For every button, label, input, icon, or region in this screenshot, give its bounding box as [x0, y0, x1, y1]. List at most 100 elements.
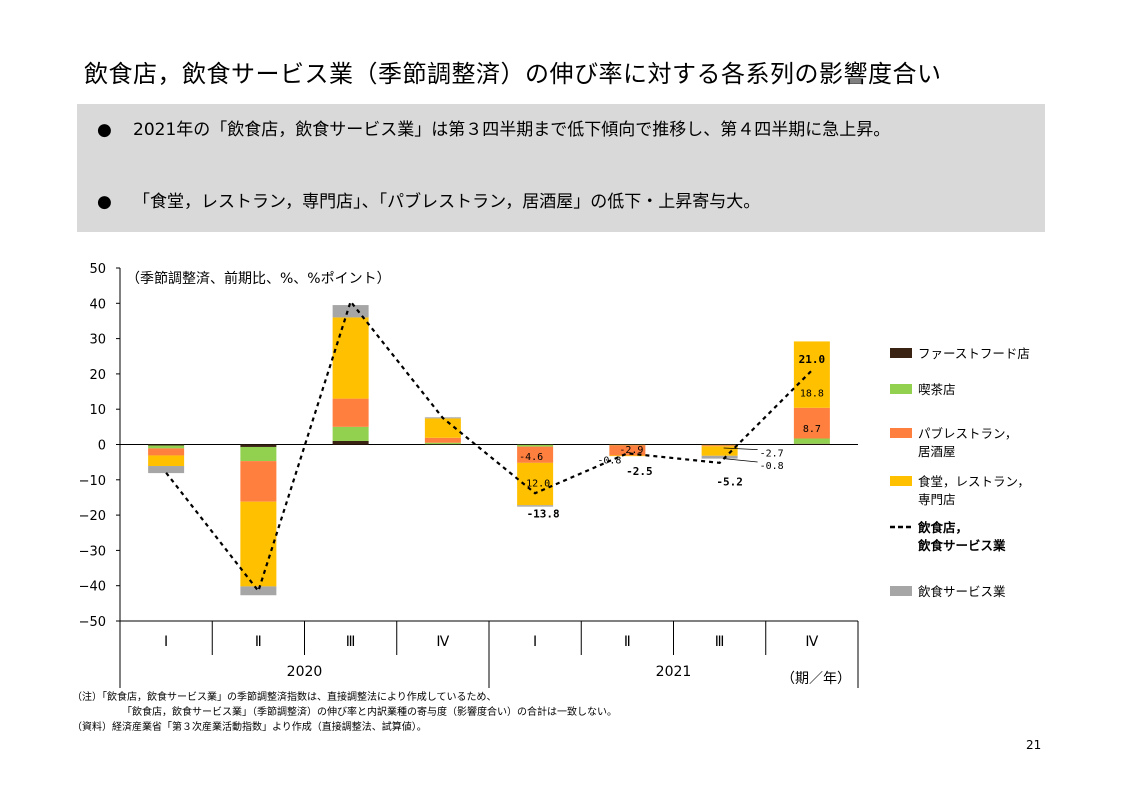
- bar-segment: [609, 445, 646, 456]
- data-label: -0.8: [597, 455, 621, 466]
- x-tick-label: Ⅲ: [715, 634, 725, 650]
- data-label: -13.8: [527, 507, 560, 520]
- bar-segment: [424, 444, 461, 445]
- y-tick-label: −50: [79, 615, 106, 630]
- y-tick-label: 10: [89, 403, 106, 418]
- page-title: 飲食店，飲食サービス業（季節調整済）の伸び率に対する各系列の影響度合い: [84, 60, 942, 88]
- legend-swatch: [890, 428, 912, 438]
- x-tick-label: Ⅰ: [164, 634, 168, 650]
- legend-label: ファーストフード店: [918, 346, 1030, 361]
- legend-label: 食堂，レストラン， 専門店: [918, 474, 1030, 507]
- x-unit-label: （期／年）: [781, 671, 851, 687]
- summary-bullet: ● 「食堂，レストラン，専門店」、「パブレストラン，居酒屋」の低下・上昇寄与大。: [97, 190, 1013, 214]
- x-year-label: 2021: [656, 664, 692, 680]
- legend-label: 飲食店， 飲食サービス業: [917, 520, 1006, 553]
- data-label: -12.0: [520, 479, 550, 490]
- bar-segment: [240, 461, 277, 502]
- x-tick-label: Ⅱ: [255, 634, 262, 650]
- legend-label: 喫茶店: [918, 382, 956, 397]
- y-tick-label: 50: [89, 262, 106, 277]
- x-tick-label: Ⅱ: [624, 634, 631, 650]
- legend-label-line: 喫茶店: [918, 382, 956, 397]
- legend-label-line: ファーストフード店: [918, 346, 1030, 361]
- legend-label-line: 居酒屋: [918, 444, 956, 459]
- bar-segment: [148, 445, 185, 449]
- bar-segment: [424, 418, 461, 438]
- bar-segment: [517, 505, 554, 507]
- legend-swatch: [890, 348, 912, 358]
- bar-segment: [701, 445, 738, 447]
- data-label: 21.0: [799, 353, 826, 366]
- footnote: 「飲食店，飲食サービス業」（季節調整済）の伸び率と内訳業種の寄与度（影響度合い）…: [122, 707, 617, 718]
- y-tick-label: −20: [79, 509, 106, 524]
- bar-segment: [332, 426, 369, 441]
- data-label: -0.8: [760, 461, 784, 472]
- y-tick-label: 30: [89, 333, 106, 348]
- x-tick-label: Ⅰ: [533, 634, 537, 650]
- bar-segment: [701, 446, 738, 456]
- x-year-label: 2020: [287, 664, 323, 680]
- bar-segment: [240, 501, 277, 587]
- legend-swatch: [890, 384, 912, 394]
- bar-segment: [701, 455, 738, 459]
- bar-segment: [609, 444, 646, 446]
- data-label: 8.7: [803, 424, 821, 435]
- legend-label: パブレストラン， 居酒屋: [918, 426, 1017, 459]
- data-label: -2.9: [619, 445, 643, 456]
- total-line: [165, 299, 813, 594]
- bar-segment: [148, 455, 185, 467]
- bar-segment: [793, 407, 830, 439]
- bar-segment: [332, 317, 369, 399]
- data-label: -4.6: [519, 452, 543, 463]
- legend-label-line: 飲食サービス業: [917, 538, 1006, 553]
- legend-swatch: [890, 586, 912, 596]
- bar-segment: [148, 444, 185, 446]
- bar-segment: [517, 444, 554, 445]
- unit-note: （季節調整済、前期比、%、%ポイント）: [126, 270, 391, 287]
- bar-segment: [793, 341, 830, 408]
- legend-label-line: パブレストラン，: [918, 426, 1017, 441]
- y-tick-label: 40: [89, 297, 106, 312]
- bar-segment: [793, 443, 830, 445]
- bar-segment: [517, 444, 554, 447]
- legend-label-line: 食堂，レストラン，: [918, 474, 1030, 489]
- bullet-icon: ●: [97, 120, 112, 140]
- y-tick-label: −10: [79, 474, 106, 489]
- summary-text: 2021年の「飲食店，飲食サービス業」は第３四半期まで低下傾向で推移し、第４四半…: [133, 120, 891, 140]
- bar-segment: [332, 305, 369, 318]
- legend-label-line: 飲食店，: [917, 520, 968, 535]
- bar-segment: [517, 446, 554, 463]
- footnote: （注）「飲食店，飲食サービス業」の季節調整済指数は、直接調整法により作成している…: [72, 692, 497, 703]
- bar-segment: [148, 448, 185, 456]
- bar-segment: [424, 437, 461, 443]
- legend-label: 飲食サービス業: [918, 584, 1006, 599]
- bar-segment: [609, 444, 646, 445]
- bar-segment: [240, 446, 277, 462]
- bar-segment: [332, 398, 369, 427]
- page-number: 21: [1026, 738, 1042, 752]
- bar-segment: [424, 442, 461, 445]
- x-tick-label: Ⅳ: [805, 634, 818, 650]
- summary-text: 「食堂，レストラン，専門店」、「パブレストラン，居酒屋」の低下・上昇寄与大。: [133, 192, 761, 212]
- bar-segment: [148, 466, 185, 474]
- y-tick-label: −30: [79, 544, 106, 559]
- y-tick-label: 20: [89, 368, 106, 383]
- bullet-icon: ●: [97, 192, 112, 212]
- footnote: （資料）経済産業省「第３次産業活動指数」より作成（直接調整法、試算値）。: [72, 722, 427, 733]
- bar-segment: [609, 455, 646, 457]
- data-label: -2.7: [760, 449, 784, 460]
- footnotes: （注）「飲食店，飲食サービス業」の季節調整済指数は、直接調整法により作成している…: [72, 690, 617, 735]
- x-tick-label: Ⅲ: [346, 634, 356, 650]
- legend-label-line: 飲食サービス業: [918, 584, 1006, 599]
- bar-segment: [240, 444, 277, 447]
- data-label: 18.8: [800, 388, 824, 399]
- bar-segment: [793, 438, 830, 444]
- data-label: -5.2: [716, 476, 743, 489]
- x-tick-label: Ⅳ: [436, 634, 449, 650]
- bar-segment: [240, 586, 277, 596]
- bar-segment: [701, 444, 738, 446]
- annotation-leader: [723, 458, 758, 463]
- legend-label-line: 専門店: [918, 492, 956, 507]
- summary-bullet: ● 2021年の「飲食店，飲食サービス業」は第３四半期まで低下傾向で推移し、第４…: [97, 118, 1013, 142]
